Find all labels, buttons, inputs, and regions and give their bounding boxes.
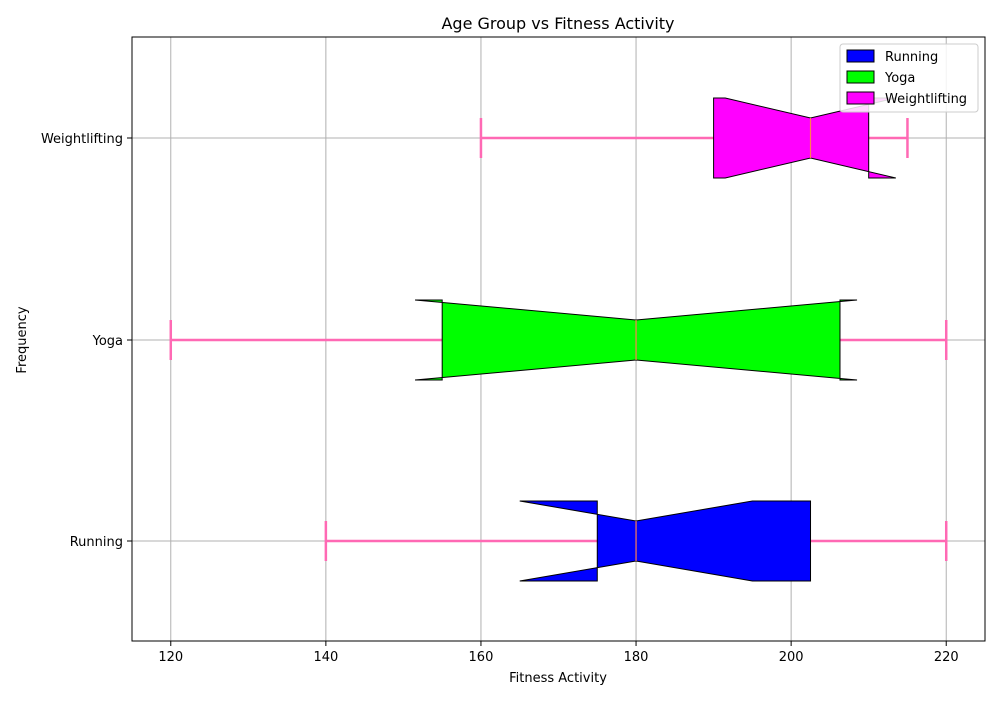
box-weightlifting [479,97,909,179]
legend-label-weightlifting: Weightlifting [885,92,967,107]
x-tick-label: 220 [934,650,959,665]
y-tick-label: Yoga [92,334,123,349]
plot-area-frame [131,36,986,642]
legend: Running Yoga Weightlifting [839,43,979,113]
x-tick-label: 180 [624,650,649,665]
legend-label-running: Running [885,50,938,65]
x-tick-label: 160 [469,650,494,665]
axis-ticks: 120 140 160 180 200 220 Running Yoga Weightlifti… [41,132,959,665]
y-tick-label: Weightlifting [41,132,123,147]
notched-box [519,500,812,582]
y-tick-label: Running [70,535,123,550]
box-running [324,500,948,582]
x-tick-label: 140 [313,650,338,665]
x-tick-label: 120 [158,650,183,665]
legend-swatch-running [846,49,875,63]
box-yoga [169,299,948,381]
x-tick-label: 200 [779,650,804,665]
chart-title: Age Group vs Fitness Activity [441,14,674,33]
y-axis-label: Frequency [15,306,30,373]
legend-swatch-yoga [846,70,875,84]
box-layer [169,97,948,582]
legend-label-yoga: Yoga [884,71,915,86]
x-axis-label: Fitness Activity [509,671,607,686]
legend-swatch-weightlifting [846,91,875,105]
